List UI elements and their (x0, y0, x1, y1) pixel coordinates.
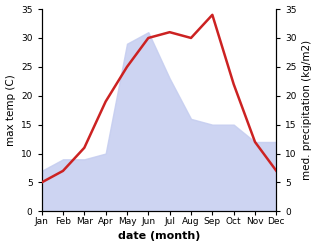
X-axis label: date (month): date (month) (118, 231, 200, 242)
Y-axis label: med. precipitation (kg/m2): med. precipitation (kg/m2) (302, 40, 313, 180)
Y-axis label: max temp (C): max temp (C) (5, 74, 16, 146)
